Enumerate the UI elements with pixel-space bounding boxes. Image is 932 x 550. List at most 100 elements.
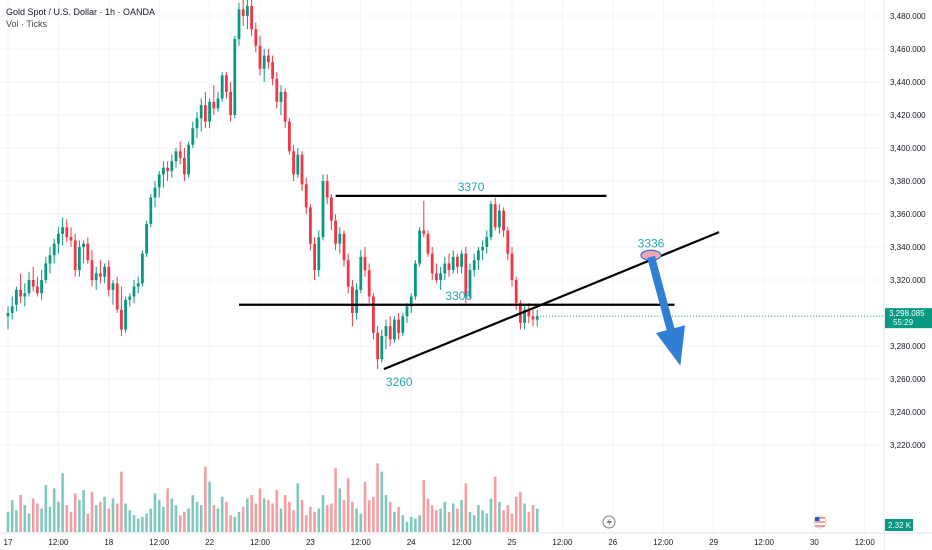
volume-bar bbox=[246, 498, 249, 532]
volume-bar bbox=[430, 505, 434, 532]
trendline bbox=[383, 231, 720, 371]
volume-bar bbox=[367, 500, 371, 532]
volume-bar bbox=[397, 506, 400, 532]
candle-body bbox=[275, 78, 279, 102]
volume-bar bbox=[271, 503, 274, 532]
volume-bar bbox=[300, 500, 304, 532]
volume-indicator-label[interactable]: Vol · Ticks bbox=[6, 19, 48, 29]
candle-body bbox=[229, 91, 232, 115]
candle-body bbox=[422, 230, 426, 234]
candle-body bbox=[300, 154, 304, 185]
candle-body bbox=[174, 151, 178, 162]
candle-body bbox=[296, 154, 300, 175]
volume-bar bbox=[321, 495, 325, 532]
volume-bar bbox=[162, 506, 165, 532]
candle-body bbox=[115, 283, 119, 310]
volume-bar bbox=[10, 500, 14, 532]
volume-bar bbox=[204, 466, 207, 532]
volume-bar bbox=[233, 516, 237, 532]
candle-body bbox=[73, 240, 77, 271]
candle-body bbox=[23, 293, 27, 297]
y-tick-label: 3,260.000 bbox=[890, 375, 926, 384]
candle-body bbox=[153, 187, 157, 198]
candle-body bbox=[279, 91, 283, 102]
volume-bar bbox=[183, 511, 186, 532]
candle-body bbox=[447, 263, 451, 271]
volume-bar bbox=[262, 498, 266, 532]
volume-bar bbox=[519, 491, 522, 532]
volume-bar bbox=[52, 488, 56, 532]
grid bbox=[0, 0, 884, 533]
volume-bar bbox=[334, 468, 337, 532]
candle-body bbox=[510, 253, 514, 280]
candle-body bbox=[527, 309, 531, 317]
candles bbox=[6, 0, 884, 370]
candle-body bbox=[342, 233, 346, 261]
candle-body bbox=[435, 273, 438, 280]
volume-bar bbox=[216, 508, 220, 532]
x-tick-label: 12:00 bbox=[552, 538, 573, 547]
volume-bar bbox=[65, 505, 69, 532]
candle-body bbox=[195, 118, 199, 129]
volume-bar bbox=[317, 508, 321, 532]
target-label-3336: 3336 bbox=[638, 236, 665, 250]
y-tick-label: 3,340.000 bbox=[890, 243, 926, 252]
volume-bar bbox=[94, 505, 98, 532]
y-tick-label: 3,420.000 bbox=[890, 111, 926, 120]
volume-bar bbox=[57, 501, 60, 532]
candle-body bbox=[363, 256, 367, 271]
volume-bar bbox=[220, 496, 224, 532]
candle-body bbox=[61, 227, 64, 234]
candle-body bbox=[208, 101, 211, 122]
candle-body bbox=[292, 151, 295, 175]
candle-body bbox=[94, 273, 98, 280]
level-label-3306: 3306 bbox=[445, 289, 472, 303]
candle-body bbox=[351, 286, 354, 313]
annotations: 3370 3306 3260 3336 bbox=[239, 180, 720, 389]
candle-body bbox=[145, 223, 148, 254]
symbol-title[interactable]: Gold Spot / U.S. Dollar · 1h · OANDA bbox=[6, 7, 156, 17]
volume-bar bbox=[136, 518, 140, 532]
volume-bar bbox=[409, 516, 413, 532]
candle-body bbox=[107, 266, 111, 290]
candle-body bbox=[52, 243, 56, 256]
candle-body bbox=[241, 9, 245, 16]
candle-body bbox=[426, 233, 430, 254]
candle-body bbox=[359, 256, 363, 290]
candle-body bbox=[86, 243, 90, 261]
candle-body bbox=[288, 121, 291, 152]
volume-bar bbox=[498, 501, 501, 532]
volume-bar bbox=[485, 513, 489, 532]
candle-body bbox=[523, 309, 526, 323]
candle-body bbox=[355, 289, 358, 313]
candle-body bbox=[271, 62, 274, 79]
volume-bar bbox=[363, 481, 367, 532]
volume-bar bbox=[313, 511, 316, 532]
candle-body bbox=[132, 286, 136, 297]
lightning-icon bbox=[602, 515, 616, 529]
candle-body bbox=[48, 255, 52, 264]
candle-body bbox=[489, 204, 493, 238]
candle-body bbox=[166, 167, 169, 172]
candle-body bbox=[430, 253, 434, 274]
candle-body bbox=[325, 181, 329, 198]
volume-bar bbox=[157, 500, 161, 532]
candle-body bbox=[254, 29, 258, 46]
x-tick-label: 23 bbox=[306, 538, 315, 547]
volume-bar bbox=[86, 513, 90, 532]
volume-bar bbox=[325, 505, 329, 532]
volume-bar bbox=[99, 501, 102, 532]
candle-body bbox=[220, 75, 224, 99]
volume-bar bbox=[506, 505, 510, 532]
volume-bar bbox=[304, 515, 308, 532]
candle-body bbox=[10, 306, 14, 313]
x-tick-label: 22 bbox=[205, 538, 214, 547]
candle-body bbox=[485, 237, 489, 247]
candle-body bbox=[376, 332, 379, 360]
volume-bar bbox=[23, 505, 27, 532]
candle-body bbox=[212, 101, 216, 109]
candle-body bbox=[498, 210, 501, 228]
candle-body bbox=[330, 197, 333, 221]
volume-bar bbox=[48, 506, 52, 532]
